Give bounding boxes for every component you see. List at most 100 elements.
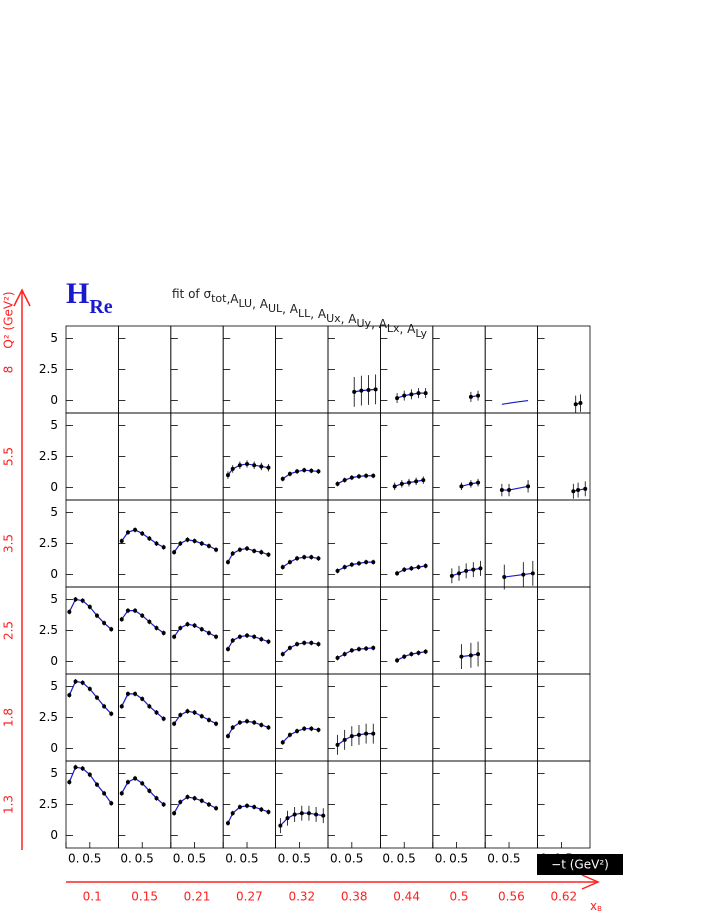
data-point	[468, 481, 473, 486]
data-point	[73, 679, 78, 684]
subtitle-part: , A	[371, 317, 388, 331]
col-label: 0.21	[184, 890, 211, 904]
data-point	[192, 796, 197, 801]
data-point	[471, 567, 476, 572]
data-point	[125, 530, 130, 535]
x-tick-label: 0.5	[239, 852, 258, 866]
x-tick-label: 0.5	[187, 852, 206, 866]
y-tick-label: 5	[50, 505, 58, 519]
data-point	[185, 709, 190, 714]
data-point	[395, 396, 400, 401]
data-point	[292, 812, 297, 817]
data-point	[237, 463, 242, 468]
data-point	[316, 642, 321, 647]
data-point	[225, 560, 230, 565]
y-tick-label: 2.5	[39, 710, 58, 724]
data-point	[266, 725, 271, 730]
data-point	[109, 711, 114, 716]
data-point	[147, 788, 152, 793]
data-point	[349, 734, 354, 739]
data-point	[125, 780, 130, 785]
data-point	[507, 488, 512, 493]
data-point	[67, 609, 72, 614]
data-point	[199, 541, 204, 546]
data-point	[349, 648, 354, 653]
data-point	[80, 598, 85, 603]
xb-sub: B	[597, 905, 602, 913]
subtitle-sub: Uy	[357, 317, 372, 330]
data-point	[571, 489, 576, 494]
data-point	[266, 552, 271, 557]
data-point	[245, 803, 250, 808]
data-point	[237, 634, 242, 639]
data-point	[185, 537, 190, 542]
data-point	[342, 565, 347, 570]
data-point	[423, 649, 428, 654]
data-point	[459, 484, 464, 489]
data-point	[102, 621, 107, 626]
data-point	[478, 566, 483, 571]
data-point	[73, 597, 78, 602]
data-point	[280, 740, 285, 745]
panel-frame	[432, 586, 486, 675]
x-tick-label: 0.	[435, 852, 446, 866]
data-point	[356, 561, 361, 566]
panel-frame	[537, 499, 591, 588]
data-point	[476, 393, 481, 398]
data-point	[147, 536, 152, 541]
data-point	[119, 791, 124, 796]
data-point	[349, 562, 354, 567]
data-point	[476, 652, 481, 657]
data-point	[245, 719, 250, 724]
data-point	[172, 811, 177, 816]
data-point	[576, 488, 581, 493]
data-point	[80, 766, 85, 771]
y-tick-label: 0	[50, 741, 58, 755]
data-point	[259, 464, 264, 469]
data-point	[225, 734, 230, 739]
data-point	[266, 465, 271, 470]
data-point	[140, 531, 145, 536]
data-point	[416, 565, 421, 570]
data-point	[185, 622, 190, 627]
data-point	[237, 804, 242, 809]
x-tick-label: 0.5	[135, 852, 154, 866]
data-point	[280, 476, 285, 481]
y-tick-label: 0	[50, 828, 58, 842]
panel-frame	[222, 586, 276, 675]
data-point	[214, 721, 219, 726]
data-point	[356, 732, 361, 737]
data-point	[225, 821, 230, 826]
data-point	[314, 812, 319, 817]
data-point	[237, 547, 242, 552]
data-point	[395, 658, 400, 663]
data-point	[342, 478, 347, 483]
data-point	[359, 388, 364, 393]
data-point	[133, 776, 138, 781]
data-point	[178, 626, 183, 631]
data-point	[464, 568, 469, 573]
y-tick-label: 0	[50, 567, 58, 581]
subtitle-part: , A	[341, 312, 358, 326]
data-point	[285, 816, 290, 821]
panel-frame	[118, 412, 172, 501]
data-point	[199, 714, 204, 719]
col-label: 0.32	[288, 890, 315, 904]
data-point	[214, 806, 219, 811]
panel-frame	[118, 586, 172, 675]
data-point	[399, 481, 404, 486]
q2-label: Q² (GeV²)	[2, 291, 16, 348]
y-tick-label: 2.5	[39, 623, 58, 637]
xb-arrowhead	[581, 874, 600, 890]
panel-frame	[327, 412, 381, 501]
y-tick-label: 2.5	[39, 362, 58, 376]
data-point	[468, 394, 473, 399]
subtitle-sub: Ly	[415, 327, 427, 340]
data-point	[87, 772, 92, 777]
subtitle-part: , A	[282, 302, 299, 316]
data-point	[280, 565, 285, 570]
data-point	[178, 800, 183, 805]
data-point	[225, 473, 230, 478]
data-point	[299, 811, 304, 816]
fit-curve	[68, 766, 112, 804]
